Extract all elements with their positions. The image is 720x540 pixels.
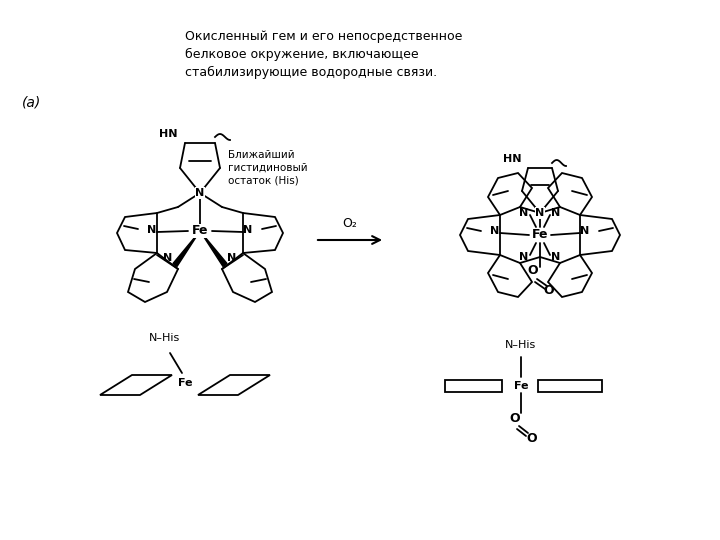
Text: Fe: Fe	[532, 228, 548, 241]
Polygon shape	[173, 231, 200, 266]
Text: O: O	[544, 285, 554, 298]
Text: (a): (a)	[22, 95, 41, 109]
Text: N: N	[195, 188, 204, 198]
Text: N: N	[519, 208, 528, 218]
Text: Fe: Fe	[192, 225, 208, 238]
Text: HN: HN	[503, 154, 522, 164]
Text: Fe: Fe	[178, 378, 192, 388]
Text: O: O	[527, 431, 537, 444]
Text: O: O	[510, 411, 521, 424]
Text: O₂: O₂	[343, 217, 357, 230]
Text: HN: HN	[160, 129, 178, 139]
Text: O: O	[528, 265, 539, 278]
Text: N: N	[552, 208, 561, 218]
Text: N: N	[580, 226, 590, 236]
Polygon shape	[200, 231, 227, 266]
Text: Окисленный гем и его непосредственное
белковое окружение, включающее
стабилизиру: Окисленный гем и его непосредственное бе…	[185, 30, 462, 79]
Text: N: N	[163, 253, 173, 263]
Text: N: N	[552, 252, 561, 262]
Text: N: N	[490, 226, 500, 236]
Text: N: N	[536, 208, 544, 218]
Text: N–His: N–His	[149, 333, 181, 343]
Text: N: N	[519, 252, 528, 262]
Text: Fe: Fe	[514, 381, 528, 391]
Text: Ближайший
гистидиновый
остаток (His): Ближайший гистидиновый остаток (His)	[228, 150, 307, 186]
Text: N: N	[148, 225, 157, 235]
Text: N: N	[228, 253, 237, 263]
Text: N–His: N–His	[505, 340, 536, 350]
Text: N: N	[243, 225, 253, 235]
